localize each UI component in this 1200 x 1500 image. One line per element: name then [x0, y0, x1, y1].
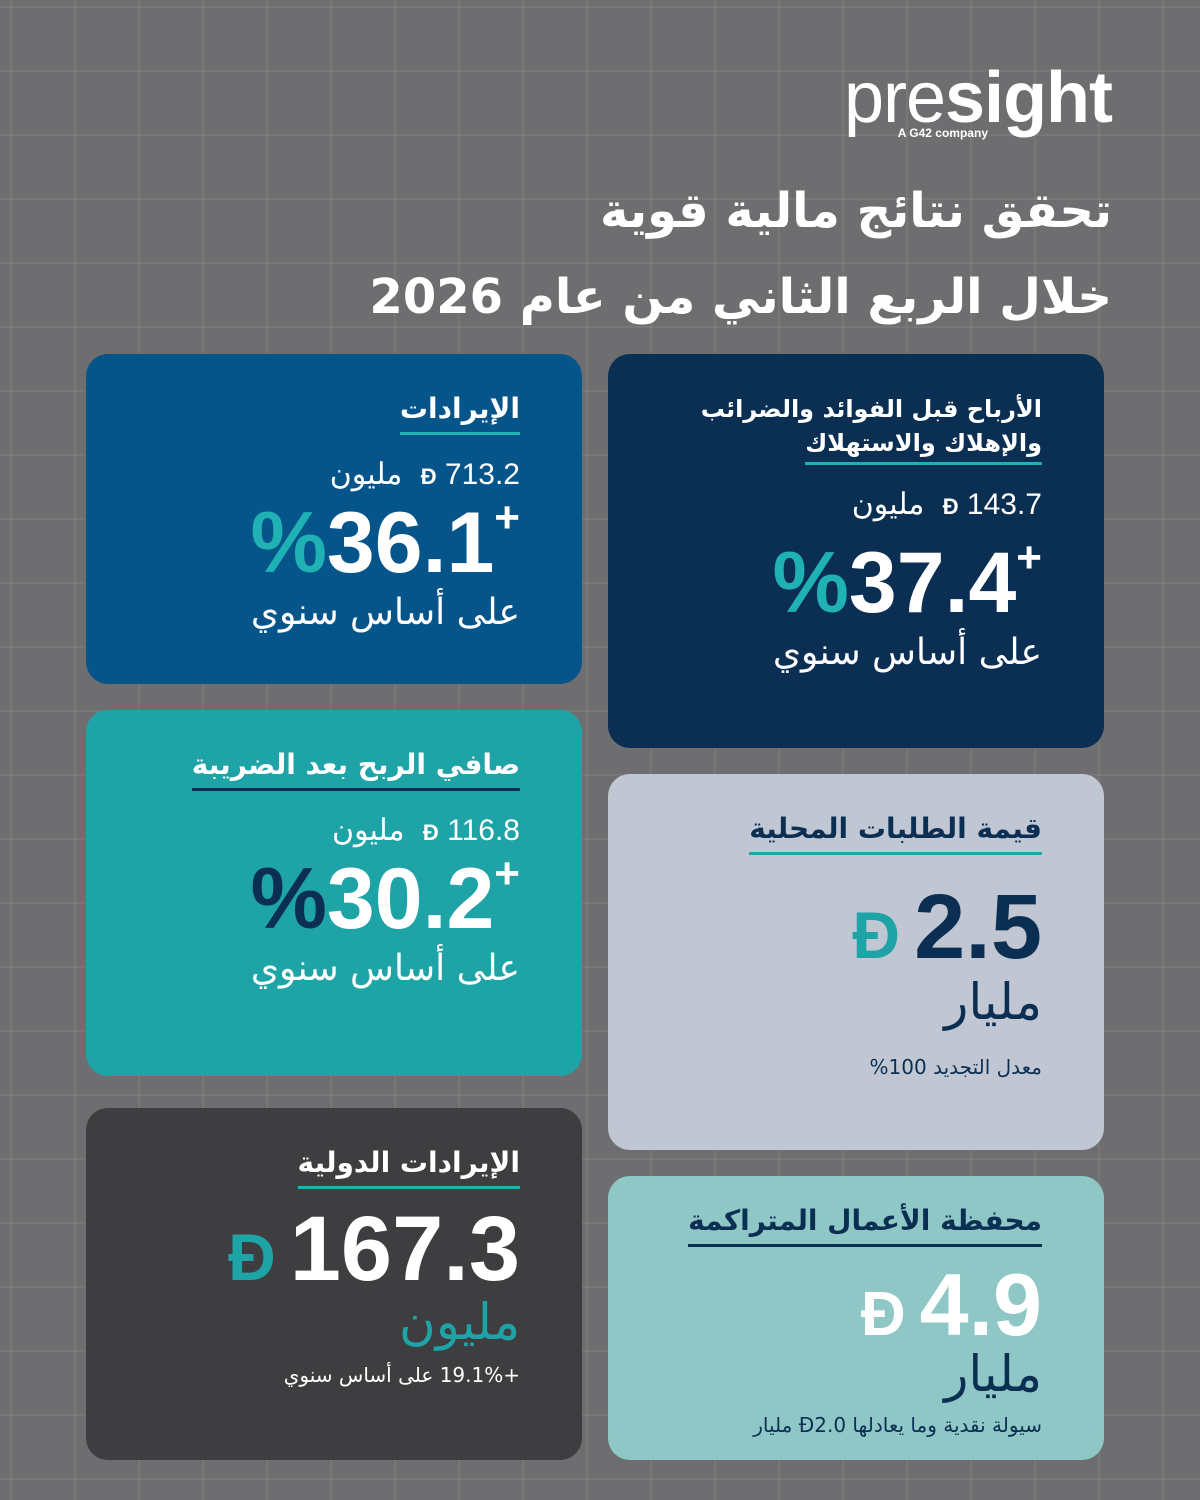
net-profit-card: صافي الربح بعد الضريبة 116.8 Đ مليون %30… [86, 710, 582, 1076]
net-profit-basis: على أساس سنوي [250, 948, 520, 989]
backlog-value: Đ 4.9 [860, 1255, 1042, 1354]
ebitda-title: الأرباح قبل الفوائد والضرائب والإهلاك وا… [638, 392, 1042, 465]
local-orders-unit: مليار [944, 973, 1042, 1031]
ebitda-amount: 143.7 Đ مليون [851, 488, 1042, 521]
logo-wordmark: presight [843, 58, 1113, 138]
logo-tagline: A G42 company [897, 126, 988, 140]
revenue-basis: على أساس سنوي [250, 592, 520, 633]
net-profit-amount: 116.8 Đ مليون [331, 814, 520, 847]
intl-revenue-unit: مليون [399, 1293, 520, 1351]
revenue-card: الإيرادات 713.2 Đ مليون %36.1+ على أساس … [86, 354, 582, 684]
dirham-icon: Đ [228, 1220, 276, 1294]
local-orders-title: قيمة الطلبات المحلية [749, 810, 1042, 855]
headline-line-1: تحقق نتائج مالية قوية [600, 183, 1112, 239]
headline-line-2: خلال الربع الثاني من عام 2026 [369, 269, 1112, 325]
backlog-note: سيولة نقدية وما يعادلها Đ2.0 مليار [753, 1413, 1042, 1437]
backlog-unit: مليار [944, 1345, 1042, 1403]
local-orders-note: معدل التجديد 100% [869, 1055, 1042, 1079]
dirham-icon: Đ [422, 820, 439, 845]
revenue-amount: 713.2 Đ مليون [329, 458, 520, 491]
net-profit-title: صافي الربح بعد الضريبة [191, 746, 520, 791]
dirham-icon: Đ [942, 494, 959, 519]
intl-revenue-value: Đ 167.3 [228, 1198, 520, 1300]
revenue-title: الإيرادات [399, 390, 520, 435]
net-profit-growth: %30.2+ [250, 849, 520, 947]
revenue-growth: %36.1+ [250, 493, 520, 591]
dirham-icon: Đ [860, 1280, 906, 1349]
dirham-icon: Đ [420, 464, 437, 489]
local-orders-value: Đ 2.5 [852, 876, 1042, 978]
backlog-card: محفظة الأعمال المتراكمة Đ 4.9 مليار سيولة… [608, 1176, 1104, 1460]
presight-logo: presight A G42 company [822, 58, 1113, 142]
intl-revenue-title: الإيرادات الدولية [297, 1144, 520, 1189]
local-orders-card: قيمة الطلبات المحلية Đ 2.5 مليار معدل الت… [608, 774, 1104, 1150]
dirham-icon: Đ [852, 898, 901, 972]
ebitda-card: الأرباح قبل الفوائد والضرائب والإهلاك وا… [608, 354, 1104, 748]
ebitda-basis: على أساس سنوي [772, 632, 1042, 673]
ebitda-growth: %37.4+ [772, 533, 1042, 631]
intl-revenue-card: الإيرادات الدولية Đ 167.3 مليون +19.1% عل… [86, 1108, 582, 1460]
intl-revenue-note: +19.1% على أساس سنوي [283, 1363, 520, 1387]
backlog-title: محفظة الأعمال المتراكمة [688, 1202, 1042, 1247]
page-headline: تحقق نتائج مالية قوية خلال الربع الثاني … [292, 168, 1112, 340]
